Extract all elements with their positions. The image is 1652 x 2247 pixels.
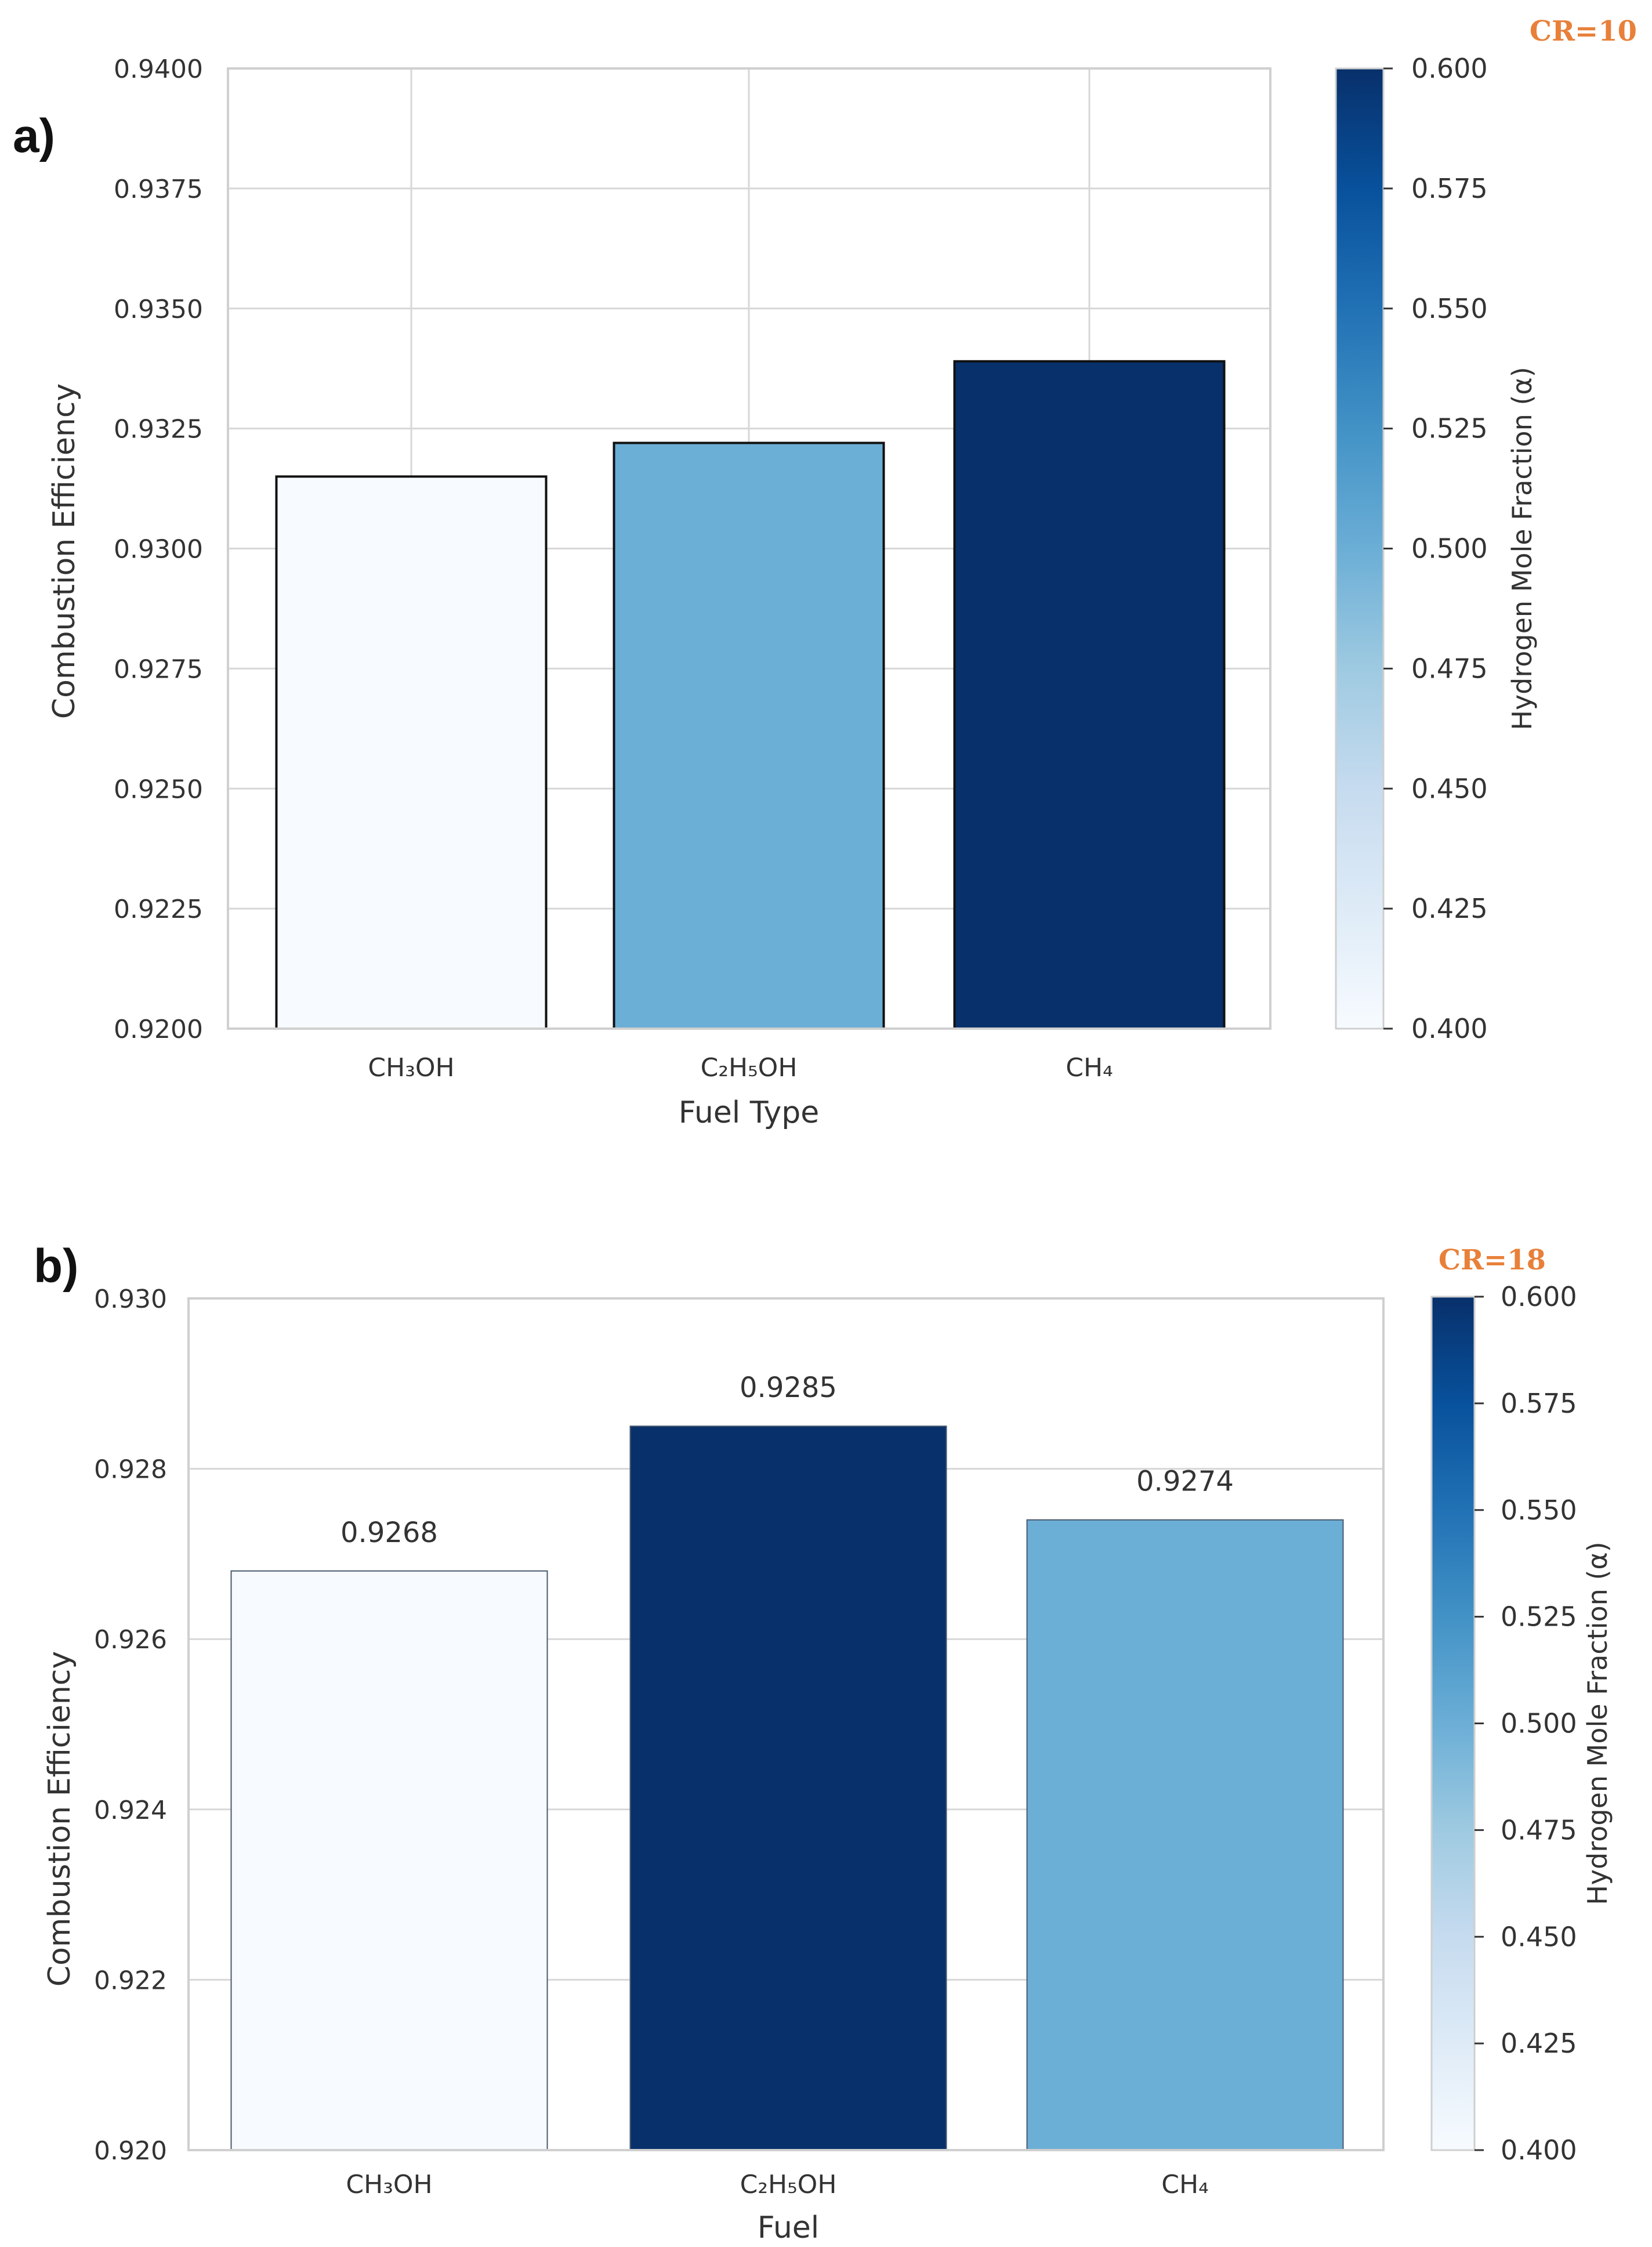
- y-tick-label-a: 0.9325: [114, 415, 203, 444]
- x-tick-label-b: C₂H₅OH: [740, 2170, 837, 2199]
- colorbar-label-b: Hydrogen Mole Fraction (α): [1582, 1542, 1613, 1905]
- plot-area-b: 0.920 0.922 0.924 0.926 0.928 0.930 CH₃OH 0.926…: [94, 1284, 1385, 2199]
- bar-a-3: [953, 360, 1226, 1030]
- colorbar-tick-label-b: 0.500: [1501, 1708, 1577, 1739]
- y-tick-label-a: 0.9375: [114, 175, 203, 204]
- data-label-b-1: 0.9268: [340, 1517, 438, 1549]
- colorbar-a: 0.400 0.425 0.450 0.475 0.500 0.525 0.550 0.575…: [1335, 53, 1538, 1044]
- y-tick-label-b: 0.920: [94, 2136, 167, 2166]
- colorbar-gradient-a: [1335, 67, 1385, 1030]
- colorbar-label-a: Hydrogen Mole Fraction (α): [1506, 367, 1538, 730]
- colorbar-tick-label-b: 0.525: [1501, 1601, 1577, 1633]
- colorbar-gradient-b: [1430, 1296, 1476, 2151]
- panel-a: CR=10 a) 0.92000.92250.92500.92750.93000…: [13, 15, 1637, 1130]
- x-tick-label-b: CH₃OH: [346, 2170, 432, 2199]
- y-tick-label-a: 0.9225: [114, 895, 203, 924]
- panel-label-a: a): [13, 110, 55, 162]
- colorbar-tick-label-b: 0.400: [1501, 2134, 1577, 2166]
- y-tick-label-a: 0.9275: [114, 654, 203, 684]
- x-axis-label-b: Fuel: [758, 2210, 819, 2245]
- y-tick-label-b: 0.926: [94, 1625, 167, 1655]
- colorbar-tick-label-a: 0.525: [1411, 413, 1488, 444]
- plot-frame-a: [227, 67, 1271, 1030]
- colorbar-tick-label-a: 0.425: [1411, 893, 1488, 924]
- bar-a-1: [275, 475, 548, 1030]
- y-tick-label-b: 0.922: [94, 1966, 167, 1995]
- colorbar-tick-label-b: 0.425: [1501, 2028, 1577, 2059]
- y-axis-label-a: Combustion Efficiency: [47, 383, 82, 719]
- y-tick-label-a: 0.9250: [114, 775, 203, 804]
- bar-b-2: [629, 1425, 947, 2151]
- colorbar-tick-label-a: 0.500: [1411, 533, 1488, 565]
- y-tick-label-b: 0.928: [94, 1455, 167, 1485]
- y-tick-label-b: 0.924: [94, 1796, 167, 1825]
- colorbar-tick-label-a: 0.400: [1411, 1013, 1488, 1044]
- y-tick-label-b: 0.930: [94, 1284, 167, 1314]
- y-tick-label-a: 0.9400: [114, 55, 203, 84]
- panel-b: CR=18 b) 0.920 0.922 0.924 0.926 0.928 0.930 C…: [34, 1240, 1613, 2245]
- colorbar-tick-label-b: 0.575: [1501, 1388, 1577, 1419]
- plot-frame-b: [187, 1297, 1385, 2151]
- bar-b-1: [230, 1570, 548, 2151]
- annotation-cr-b: CR=18: [1439, 1244, 1546, 1276]
- panel-label-b: b): [34, 1240, 78, 1293]
- bar-a-2: [613, 442, 885, 1030]
- colorbar-tick-label-a: 0.600: [1411, 53, 1488, 84]
- y-tick-label-a: 0.9350: [114, 295, 203, 324]
- colorbar-tick-label-a: 0.475: [1411, 653, 1488, 684]
- plot-area-a: 0.9200 0.9225 0.9250 0.9275 0.9300 0.9325 0.93…: [114, 55, 1271, 1083]
- data-label-b-3: 0.9274: [1136, 1466, 1234, 1498]
- annotation-cr-a: CR=10: [1530, 15, 1637, 48]
- colorbar-tick-label-b: 0.550: [1501, 1495, 1577, 1526]
- colorbar-tick-label-b: 0.600: [1501, 1281, 1577, 1312]
- colorbar-b: 0.400 0.425 0.450 0.475 0.500 0.525 0.550 0.575…: [1430, 1281, 1613, 2166]
- x-tick-label-a: CH₃OH: [368, 1053, 454, 1083]
- colorbar-tick-label-a: 0.550: [1411, 293, 1488, 324]
- x-axis-label-a: Fuel Type: [679, 1095, 819, 1130]
- colorbar-tick-label-a: 0.450: [1411, 773, 1488, 804]
- y-axis-label-b: Combustion Efficiency: [42, 1651, 77, 1987]
- x-tick-label-a: C₂H₅OH: [701, 1053, 798, 1083]
- y-tick-label-a: 0.9200: [114, 1015, 203, 1044]
- bar-b-3: [1026, 1519, 1344, 2151]
- colorbar-tick-label-b: 0.475: [1501, 1814, 1577, 1846]
- y-tick-label-a: 0.9300: [114, 535, 203, 565]
- colorbar-tick-label-a: 0.575: [1411, 173, 1488, 204]
- x-tick-label-a: CH₄: [1066, 1053, 1113, 1083]
- x-tick-label-b: CH₄: [1161, 2170, 1208, 2199]
- colorbar-tick-label-b: 0.450: [1501, 1921, 1577, 1952]
- data-label-b-2: 0.9285: [740, 1372, 837, 1404]
